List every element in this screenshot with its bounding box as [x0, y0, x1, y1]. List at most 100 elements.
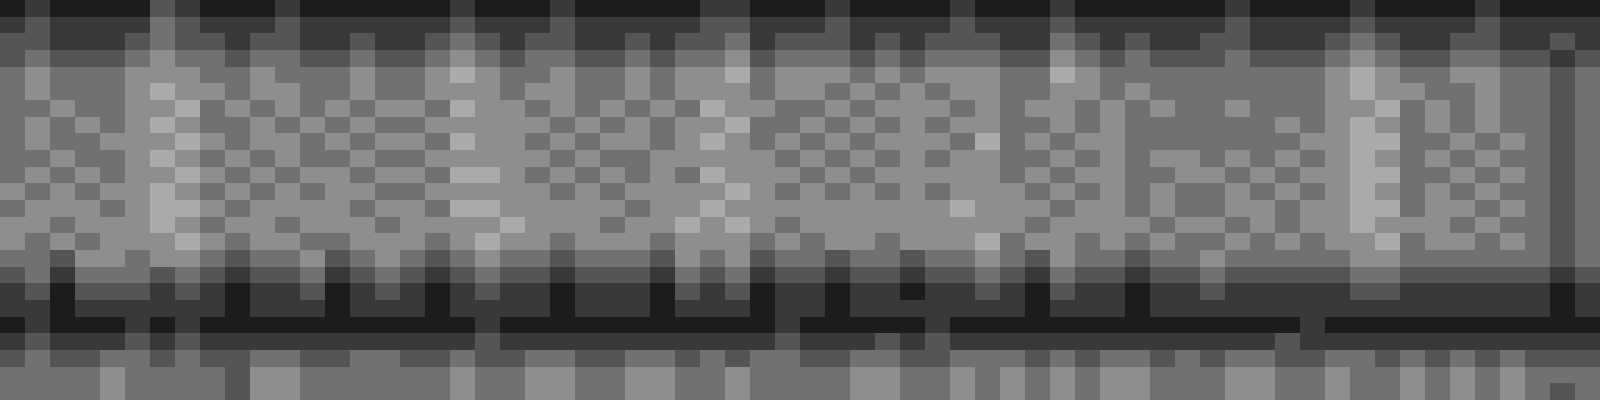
- heatmap-cell: [1575, 267, 1600, 284]
- heatmap-cell: [275, 150, 301, 167]
- heatmap-cell: [200, 67, 226, 84]
- heatmap-cell: [175, 267, 201, 284]
- heatmap-cell: [1350, 0, 1376, 17]
- heatmap-cell: [0, 83, 26, 100]
- heatmap-cell: [675, 167, 701, 184]
- heatmap-cell: [850, 100, 876, 117]
- heatmap-cell: [1375, 267, 1401, 284]
- heatmap-cell: [725, 167, 751, 184]
- heatmap-cell: [250, 383, 276, 400]
- heatmap-cell: [1400, 350, 1426, 367]
- heatmap-cell: [800, 50, 826, 67]
- heatmap-cell: [925, 133, 951, 150]
- heatmap-cell: [125, 217, 151, 234]
- heatmap-cell: [625, 67, 651, 84]
- heatmap-cell: [1350, 17, 1376, 34]
- heatmap-cell: [325, 250, 351, 267]
- heatmap-cell: [725, 83, 751, 100]
- heatmap-cell: [300, 233, 326, 250]
- heatmap-cell: [200, 33, 226, 50]
- heatmap-cell: [400, 67, 426, 84]
- heatmap-cell: [1475, 250, 1501, 267]
- heatmap-cell: [275, 0, 301, 17]
- heatmap-cell: [1000, 317, 1026, 334]
- heatmap-cell: [0, 100, 26, 117]
- heatmap-cell: [350, 383, 376, 400]
- heatmap-cell: [900, 33, 926, 50]
- heatmap-cell: [1375, 333, 1401, 350]
- heatmap-cell: [50, 233, 76, 250]
- heatmap-cell: [250, 133, 276, 150]
- heatmap-cell: [275, 183, 301, 200]
- heatmap-cell: [650, 317, 676, 334]
- heatmap-cell: [150, 0, 176, 17]
- heatmap-cell: [725, 67, 751, 84]
- heatmap-cell: [1500, 0, 1526, 17]
- heatmap-cell: [825, 0, 851, 17]
- heatmap-cell: [650, 50, 676, 67]
- heatmap-cell: [975, 0, 1001, 17]
- heatmap-cell: [925, 0, 951, 17]
- heatmap-cell: [450, 283, 476, 300]
- heatmap-cell: [525, 217, 551, 234]
- heatmap-cell: [1350, 217, 1376, 234]
- heatmap-cell: [875, 250, 901, 267]
- heatmap-cell: [350, 183, 376, 200]
- heatmap-cell: [1475, 117, 1501, 134]
- heatmap-cell: [425, 250, 451, 267]
- heatmap-cell: [0, 300, 26, 317]
- heatmap-cell: [425, 0, 451, 17]
- heatmap-cell: [925, 33, 951, 50]
- heatmap-cell: [975, 317, 1001, 334]
- heatmap-cell: [1350, 100, 1376, 117]
- heatmap-cell: [325, 367, 351, 384]
- heatmap-cell: [1400, 250, 1426, 267]
- heatmap-cell: [1475, 83, 1501, 100]
- heatmap-cell: [400, 133, 426, 150]
- heatmap-cell: [950, 283, 976, 300]
- heatmap-cell: [1425, 17, 1451, 34]
- heatmap-cell: [475, 267, 501, 284]
- heatmap-cell: [900, 167, 926, 184]
- heatmap-cell: [1450, 83, 1476, 100]
- heatmap-cell: [900, 117, 926, 134]
- heatmap-cell: [100, 250, 126, 267]
- heatmap-cell: [425, 17, 451, 34]
- heatmap-cell: [1450, 100, 1476, 117]
- heatmap-cell: [225, 33, 251, 50]
- heatmap-cell: [150, 33, 176, 50]
- heatmap-cell: [1200, 200, 1226, 217]
- heatmap-cell: [425, 150, 451, 167]
- heatmap-cell: [150, 267, 176, 284]
- heatmap-cell: [450, 133, 476, 150]
- heatmap-cell: [725, 267, 751, 284]
- heatmap-cell: [1350, 67, 1376, 84]
- heatmap-cell: [975, 367, 1001, 384]
- heatmap-cell: [1375, 33, 1401, 50]
- heatmap-cell: [1475, 33, 1501, 50]
- heatmap-cell: [1225, 267, 1251, 284]
- heatmap-cell: [25, 50, 51, 67]
- heatmap-cell: [150, 183, 176, 200]
- heatmap-cell: [1350, 183, 1376, 200]
- heatmap-cell: [1000, 333, 1026, 350]
- heatmap-cell: [1325, 250, 1351, 267]
- heatmap-cell: [1425, 383, 1451, 400]
- heatmap-cell: [525, 300, 551, 317]
- heatmap-cell: [1100, 317, 1126, 334]
- heatmap-cell: [25, 267, 51, 284]
- heatmap-cell: [100, 150, 126, 167]
- heatmap-cell: [1525, 133, 1551, 150]
- heatmap-cell: [375, 200, 401, 217]
- heatmap-cell: [825, 383, 851, 400]
- heatmap-cell: [500, 383, 526, 400]
- heatmap-cell: [1000, 17, 1026, 34]
- heatmap-cell: [650, 33, 676, 50]
- heatmap-cell: [350, 250, 376, 267]
- heatmap-cell: [1100, 33, 1126, 50]
- heatmap-cell: [1475, 267, 1501, 284]
- heatmap-cell: [275, 267, 301, 284]
- heatmap-cell: [1075, 267, 1101, 284]
- heatmap-cell: [600, 167, 626, 184]
- heatmap-cell: [125, 333, 151, 350]
